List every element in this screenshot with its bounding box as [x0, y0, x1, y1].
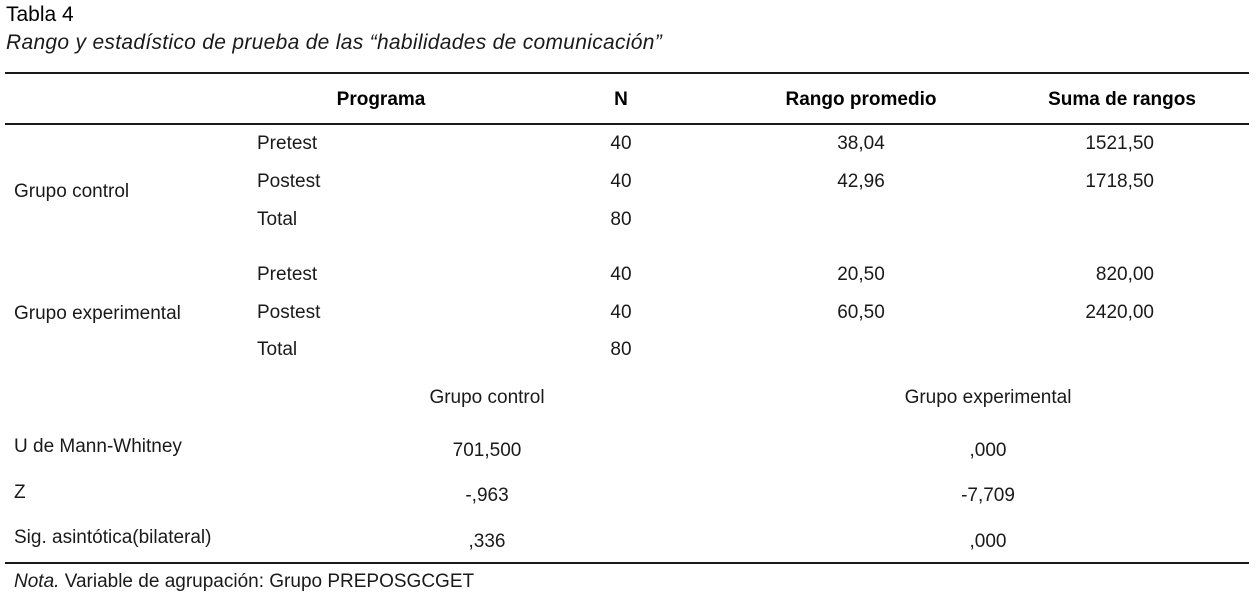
bottom-rule [5, 562, 1249, 564]
note-text: Variable de agrupación: Grupo PREPOSGCGE… [59, 571, 475, 592]
cell-suma: 820,00 [1095, 264, 1154, 285]
stats-experimental-value: ,000 [969, 440, 1007, 461]
stats-label: Z [14, 482, 26, 503]
stats-experimental-value: ,000 [969, 531, 1007, 552]
cell-suma: 1521,50 [1085, 133, 1154, 154]
header-n: N [614, 89, 628, 110]
cell-n: 40 [610, 302, 632, 323]
cell-rango: 42,96 [837, 171, 885, 192]
cell-n: 40 [610, 171, 632, 192]
stats-label: Sig. asintótica(bilateral) [14, 527, 212, 548]
table-subtitle: Rango y estadístico de prueba de las “ha… [6, 31, 663, 54]
header-programa: Programa [336, 89, 426, 110]
cell-rango: 20,50 [837, 264, 885, 285]
cell-suma: 1718,50 [1085, 171, 1154, 192]
cell-programa: Total [257, 339, 298, 360]
stats-control-value: -,963 [465, 485, 509, 506]
cell-programa: Pretest [257, 133, 318, 154]
cell-n: 40 [610, 264, 632, 285]
header-suma-rangos: Suma de rangos [1048, 89, 1196, 110]
cell-programa: Postest [257, 171, 321, 192]
note-prefix: Nota. [14, 571, 60, 592]
cell-n: 80 [610, 209, 632, 230]
cell-programa: Pretest [257, 264, 318, 285]
stats-header-control: Grupo control [429, 387, 545, 408]
cell-rango: 38,04 [837, 133, 885, 154]
stats-header-experimental: Grupo experimental [904, 387, 1072, 408]
stats-label: U de Mann-Whitney [14, 436, 182, 457]
header-rango-promedio: Rango promedio [785, 89, 937, 110]
cell-n: 80 [610, 339, 632, 360]
cell-programa: Total [257, 209, 298, 230]
cell-rango: 60,50 [837, 302, 885, 323]
header-rule [5, 123, 1249, 125]
table-note: Nota. Variable de agrupación: Grupo PREP… [14, 571, 474, 593]
group-label: Grupo control [14, 181, 130, 202]
stats-control-value: 701,500 [452, 440, 522, 461]
group-label: Grupo experimental [14, 303, 181, 324]
stats-experimental-value: -7,709 [961, 485, 1015, 506]
stats-control-value: ,336 [468, 531, 506, 552]
top-rule [5, 72, 1249, 74]
table-title: Tabla 4 [6, 3, 74, 26]
cell-n: 40 [610, 133, 632, 154]
cell-suma: 2420,00 [1085, 302, 1154, 323]
cell-programa: Postest [257, 302, 321, 323]
